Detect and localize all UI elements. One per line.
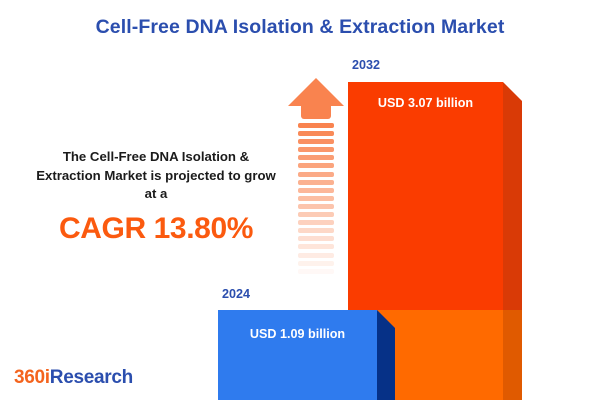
arrow-segment	[298, 268, 334, 274]
arrow-triangle	[288, 78, 344, 106]
arrow-segment	[298, 203, 334, 209]
arrow-segment	[298, 244, 334, 250]
brand-logo[interactable]: 360iResearch	[14, 367, 133, 389]
statement-text: The Cell-Free DNA Isolation & Extraction…	[36, 149, 276, 202]
arrow-stem	[301, 105, 331, 119]
logo-mark-text: 360i	[14, 367, 50, 388]
arrow-segment	[298, 252, 334, 258]
bar-2024-value-label: USD 1.09 billion	[249, 327, 346, 341]
cagr-highlight: CAGR 13.80%	[58, 212, 253, 246]
arrow-segment	[298, 123, 334, 128]
arrow-segment	[298, 260, 334, 266]
arrow-segment	[298, 187, 334, 193]
bar-2024-face	[218, 310, 377, 400]
arrow-segment	[298, 155, 334, 161]
arrow-segment	[298, 179, 334, 185]
arrow-segment	[298, 220, 334, 226]
bar-2024-year-label: 2024	[222, 287, 251, 301]
arrow-segment	[298, 276, 334, 282]
arrow-segment	[298, 236, 334, 242]
bar-2032-year-label: 2032	[352, 58, 381, 72]
statement-block: The Cell-Free DNA Isolation & Extraction…	[30, 148, 282, 246]
bar-2032-value-label: USD 3.07 billion	[377, 96, 474, 110]
growth-up-arrow-icon	[288, 78, 344, 293]
arrow-fading-segments	[298, 123, 334, 293]
arrow-segment	[298, 228, 334, 234]
bar-2032-side-face-lower	[503, 310, 522, 400]
page-title: Cell-Free DNA Isolation & Extraction Mar…	[95, 16, 505, 38]
arrow-segment	[298, 147, 334, 153]
arrow-segment	[298, 131, 334, 137]
arrow-segment	[298, 195, 334, 201]
arrow-segment	[298, 163, 334, 169]
arrow-segment	[298, 139, 334, 145]
logo-word-text: Research	[49, 367, 133, 388]
arrow-segment	[298, 171, 334, 177]
arrow-head-icon	[288, 78, 344, 120]
arrow-segment	[298, 212, 334, 218]
bar-2024-side-face	[377, 310, 395, 400]
